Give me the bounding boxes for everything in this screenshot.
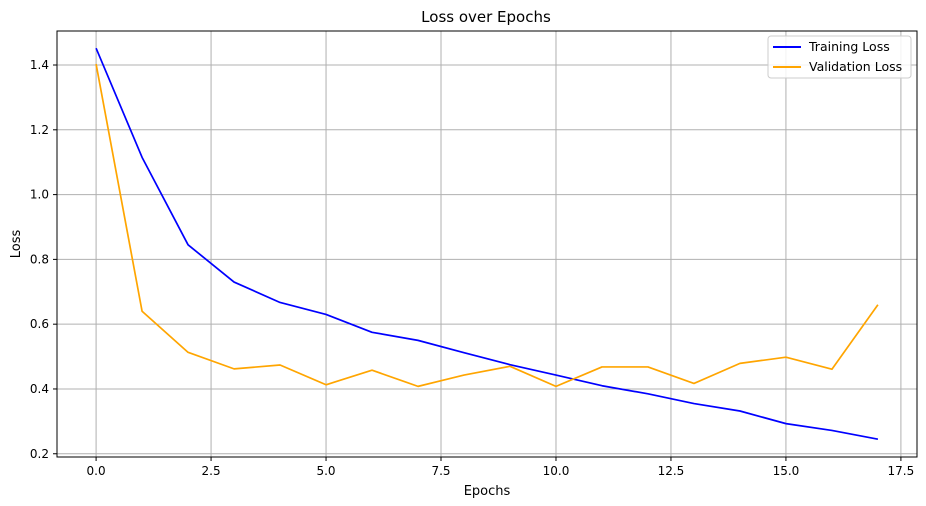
x-tick-label: 12.5 xyxy=(658,464,685,478)
y-tick-label: 0.8 xyxy=(30,252,49,266)
y-tick-label: 0.4 xyxy=(30,382,49,396)
legend-label-training: Training Loss xyxy=(808,39,890,54)
x-tick-label: 10.0 xyxy=(543,464,570,478)
plot-frame xyxy=(56,30,918,458)
y-axis-label: Loss xyxy=(9,230,24,259)
legend: Training Loss Validation Loss xyxy=(767,35,912,79)
y-tick-label: 1.4 xyxy=(30,58,49,72)
x-tick-label: 15.0 xyxy=(773,464,800,478)
axis-ticks: 0.0 2.5 5.0 7.5 10.0 12.5 15.0 17.5 0.2 0.4 0.6 0.8… xyxy=(30,58,914,478)
grid-lines xyxy=(57,31,917,457)
x-tick-label: 2.5 xyxy=(202,464,221,478)
series-lines xyxy=(95,47,879,441)
series-line-validation-loss xyxy=(95,63,879,388)
x-tick-label: 0.0 xyxy=(87,464,106,478)
y-tick-label: 0.2 xyxy=(30,447,49,461)
chart-title: Loss over Epochs xyxy=(421,8,551,26)
x-tick-label: 5.0 xyxy=(316,464,335,478)
x-axis-label: Epochs xyxy=(464,484,511,499)
x-tick-label: 17.5 xyxy=(888,464,915,478)
y-tick-label: 1.0 xyxy=(30,188,49,202)
series-line-training-loss xyxy=(95,47,879,441)
legend-box xyxy=(767,35,912,79)
y-tick-label: 1.2 xyxy=(30,123,49,137)
x-tick-label: 7.5 xyxy=(431,464,450,478)
y-tick-label: 0.6 xyxy=(30,317,49,331)
legend-label-validation: Validation Loss xyxy=(809,59,902,74)
